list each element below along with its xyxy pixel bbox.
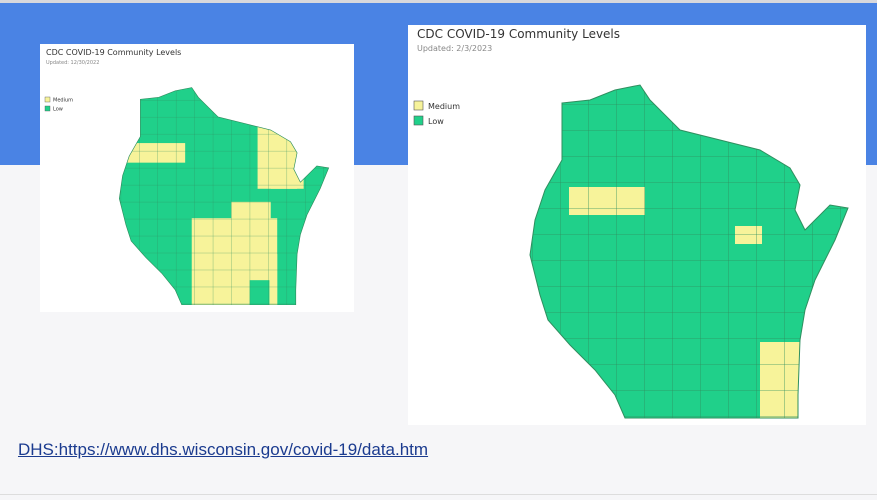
legend-label: Low [428,117,444,126]
source-link[interactable]: DHS:https://www.dhs.wisconsin.gov/covid-… [18,440,429,459]
map-title: CDC COVID-19 Community Levels [46,48,181,57]
top-border [0,0,877,3]
legend-swatch [413,115,424,126]
legend-label: Medium [53,98,73,104]
legend-swatch [44,96,51,103]
legend-swatch [44,105,51,112]
map-title: CDC COVID-19 Community Levels [417,27,620,41]
legend-swatch [413,100,424,111]
legend-label: Low [53,107,63,113]
legend-label: Medium [428,102,460,111]
map-updated: Updated: 12/30/2022 [46,60,99,66]
bottom-rule [0,494,877,495]
map-updated: Updated: 2/3/2023 [417,44,492,53]
